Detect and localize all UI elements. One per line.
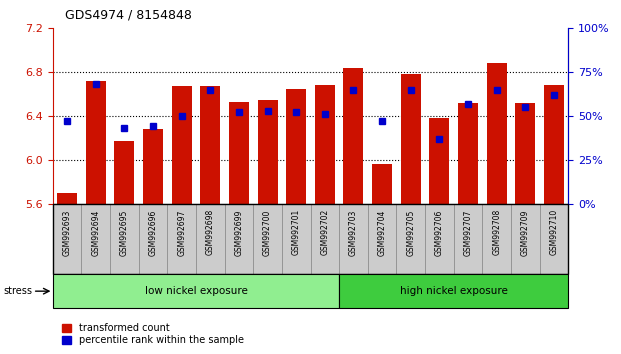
Text: GSM992697: GSM992697 [177,209,186,256]
Bar [544,85,564,204]
Bar [454,204,483,274]
Bar [429,118,450,204]
Text: GSM992702: GSM992702 [320,209,329,256]
Bar [53,274,339,308]
Text: GSM992695: GSM992695 [120,209,129,256]
Text: GSM992707: GSM992707 [463,209,473,256]
Bar [225,204,253,274]
Text: GSM992696: GSM992696 [148,209,158,256]
Bar [57,193,77,204]
Bar [310,204,339,274]
Bar [53,204,81,274]
Bar [515,103,535,204]
Text: GSM992694: GSM992694 [91,209,100,256]
Bar [339,204,368,274]
Legend: transformed count, percentile rank within the sample: transformed count, percentile rank withi… [58,319,248,349]
Bar [253,204,282,274]
Text: GSM992701: GSM992701 [292,209,301,256]
Text: low nickel exposure: low nickel exposure [145,286,247,296]
Bar [487,63,507,204]
Bar [339,274,568,308]
Text: GSM992710: GSM992710 [550,209,558,256]
Bar [110,204,138,274]
Bar [167,204,196,274]
Bar [200,86,220,204]
Text: GSM992698: GSM992698 [206,209,215,256]
Text: GSM992693: GSM992693 [63,209,71,256]
Bar [343,68,363,204]
Bar [315,85,335,204]
Text: high nickel exposure: high nickel exposure [400,286,507,296]
Bar [458,103,478,204]
Bar [229,102,249,204]
Bar [396,204,425,274]
Bar [81,204,110,274]
Bar [171,86,192,204]
Text: stress: stress [3,286,32,296]
Bar [114,141,134,204]
Text: GSM992704: GSM992704 [378,209,387,256]
Text: GSM992705: GSM992705 [406,209,415,256]
Bar [282,204,310,274]
Text: GSM992700: GSM992700 [263,209,272,256]
Bar [540,204,568,274]
Bar [143,129,163,204]
Text: GSM992709: GSM992709 [521,209,530,256]
Bar [483,204,511,274]
Bar [372,164,392,204]
Bar [286,88,306,204]
Text: GSM992703: GSM992703 [349,209,358,256]
Bar [511,204,540,274]
Text: GSM992708: GSM992708 [492,209,501,256]
Text: GDS4974 / 8154848: GDS4974 / 8154848 [65,8,192,21]
Bar [401,74,421,204]
Bar [368,204,396,274]
Text: GSM992699: GSM992699 [234,209,243,256]
Text: GSM992706: GSM992706 [435,209,444,256]
Bar [86,81,106,204]
Bar [425,204,454,274]
Bar [258,99,278,204]
Bar [138,204,167,274]
Bar [196,204,225,274]
